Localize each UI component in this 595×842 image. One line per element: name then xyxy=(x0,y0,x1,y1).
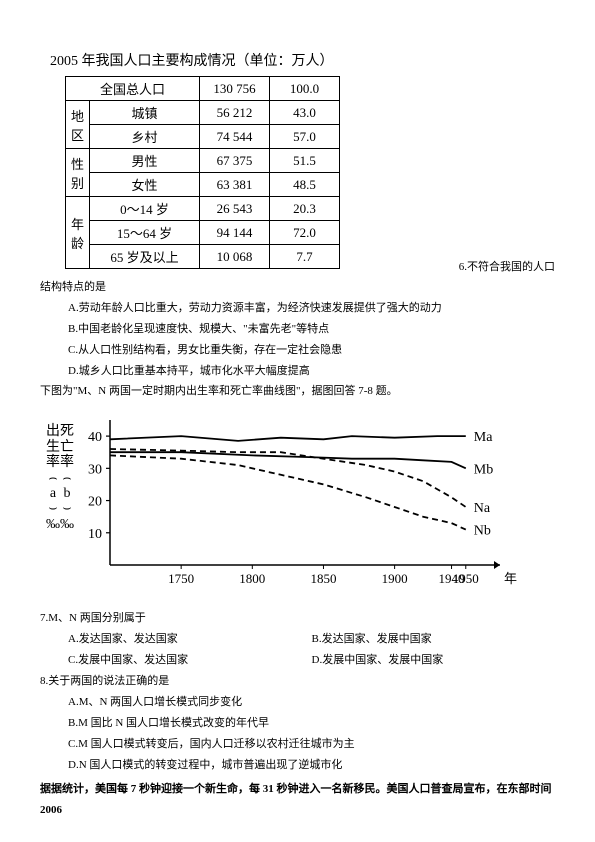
svg-text:10: 10 xyxy=(88,527,102,542)
row-pct: 43.0 xyxy=(270,101,340,125)
row-count: 56 212 xyxy=(200,101,270,125)
row-count: 67 375 xyxy=(200,149,270,173)
svg-text:年: 年 xyxy=(504,571,517,586)
row-label: 15～64 岁 xyxy=(90,221,200,245)
q7-opt-d: D.发展中国家、发展中国家 xyxy=(312,650,556,671)
q6-lead-cont: 结构特点的是 xyxy=(40,277,555,298)
q6-opt-c: C.从人口性别结构看，男女比重失衡，存在一定社会隐患 xyxy=(68,340,555,361)
row-pct: 72.0 xyxy=(270,221,340,245)
y-axis-label: 出生率⌢a⌣‰死亡率⌢b⌣‰ xyxy=(46,424,74,532)
svg-text:1850: 1850 xyxy=(310,571,336,586)
row-label: 城镇 xyxy=(90,101,200,125)
row-pct: 57.0 xyxy=(270,125,340,149)
birth-death-chart: 出生率⌢a⌣‰死亡率⌢b⌣‰ 1020304017501800185019001… xyxy=(50,410,530,600)
row-pct: 20.3 xyxy=(270,197,340,221)
q7-opt-a: A.发达国家、发达国家 xyxy=(68,629,312,650)
row-count: 26 543 xyxy=(200,197,270,221)
svg-text:Ma: Ma xyxy=(474,430,493,445)
header-label: 全国总人口 xyxy=(66,77,200,101)
svg-text:1900: 1900 xyxy=(382,571,408,586)
svg-text:1750: 1750 xyxy=(168,571,194,586)
q6-opt-d: D.城乡人口比重基本持平，城市化水平大幅度提高 xyxy=(68,361,555,382)
svg-text:Na: Na xyxy=(474,501,491,516)
group-gender: 性别 xyxy=(66,149,90,197)
q7-stem: 7.M、N 两国分别属于 xyxy=(40,608,555,629)
row-count: 74 544 xyxy=(200,125,270,149)
row-count: 10 068 xyxy=(200,245,270,269)
svg-text:Mb: Mb xyxy=(474,463,493,478)
q6-lead-right: 6.不符合我国的人口 xyxy=(459,258,555,274)
header-pct: 100.0 xyxy=(270,77,340,101)
svg-text:30: 30 xyxy=(88,463,102,478)
q8-stem: 8.关于两国的说法正确的是 xyxy=(40,671,555,692)
row-label: 65 岁及以上 xyxy=(90,245,200,269)
row-label: 0～14 岁 xyxy=(90,197,200,221)
row-label: 乡村 xyxy=(90,125,200,149)
q8-opt-c: C.M 国人口模式转变后，国内人口迁移以农村迁往城市为主 xyxy=(68,734,555,755)
row-pct: 48.5 xyxy=(270,173,340,197)
chart-intro: 下图为"M、N 两国一定时期内出生率和死亡率曲线图"，据图回答 7-8 题。 xyxy=(40,381,555,402)
header-count: 130 756 xyxy=(200,77,270,101)
svg-text:20: 20 xyxy=(88,495,102,510)
row-label: 男性 xyxy=(90,149,200,173)
row-count: 63 381 xyxy=(200,173,270,197)
row-count: 94 144 xyxy=(200,221,270,245)
footer-text: 据据统计，美国每 7 秒钟迎接一个新生命，每 31 秒钟进入一名新移民。美国人口… xyxy=(40,779,555,821)
q8-opt-b: B.M 国比 N 国人口增长模式改变的年代早 xyxy=(68,713,555,734)
q6-opt-a: A.劳动年龄人口比重大，劳动力资源丰富，为经济快速发展提供了强大的动力 xyxy=(68,298,555,319)
q6-opt-b: B.中国老龄化呈现速度快、规模大、"未富先老"等特点 xyxy=(68,319,555,340)
population-table: 全国总人口 130 756 100.0 地区 城镇 56 212 43.0 乡村… xyxy=(65,76,340,269)
q7-row2: C.发展中国家、发达国家 D.发展中国家、发展中国家 xyxy=(68,650,555,671)
group-region: 地区 xyxy=(66,101,90,149)
q8-opt-d: D.N 国人口模式的转变过程中，城市普遍出现了逆城市化 xyxy=(68,755,555,776)
q7-opt-b: B.发达国家、发展中国家 xyxy=(312,629,556,650)
row-label: 女性 xyxy=(90,173,200,197)
q8-opt-a: A.M、N 两国人口增长模式同步变化 xyxy=(68,692,555,713)
group-age: 年龄 xyxy=(66,197,90,269)
table-title: 2005 年我国人口主要构成情况（单位：万人） xyxy=(50,50,555,70)
svg-text:1800: 1800 xyxy=(239,571,265,586)
q7-row1: A.发达国家、发达国家 B.发达国家、发展中国家 xyxy=(68,629,555,650)
svg-text:40: 40 xyxy=(88,430,102,445)
svg-text:Nb: Nb xyxy=(474,524,491,539)
q7-opt-c: C.发展中国家、发达国家 xyxy=(68,650,312,671)
row-pct: 7.7 xyxy=(270,245,340,269)
chart-svg: 10203040175018001850190019401950年MaMbNaN… xyxy=(50,410,530,600)
svg-text:1950: 1950 xyxy=(453,571,479,586)
row-pct: 51.5 xyxy=(270,149,340,173)
